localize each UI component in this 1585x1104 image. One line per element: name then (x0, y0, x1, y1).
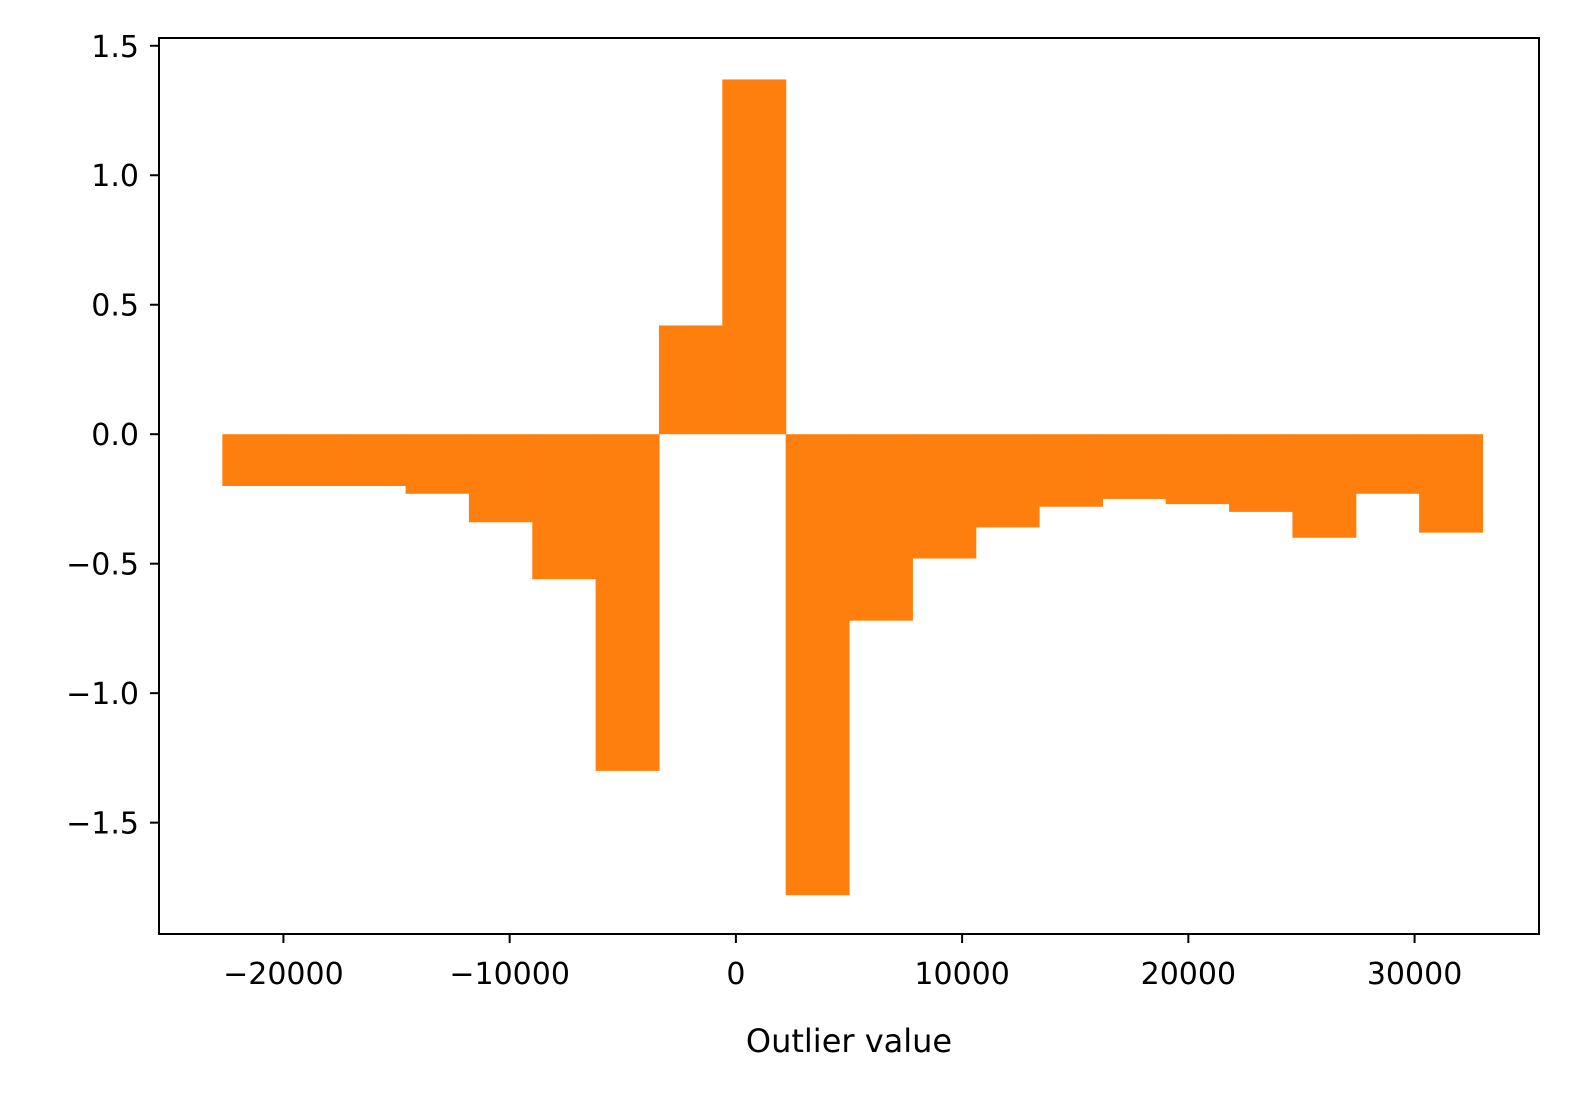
bar-11 (912, 434, 977, 559)
x-tick-label: 30000 (1367, 957, 1462, 992)
bar-12 (975, 434, 1040, 528)
y-tick-label: −0.5 (66, 548, 139, 583)
y-tick-label: 0.5 (91, 289, 139, 324)
x-axis: −20000 −10000 0 10000 20000 30000 (223, 934, 1462, 992)
bar-19 (1419, 434, 1484, 533)
bar-6 (595, 434, 660, 771)
x-tick-label: 20000 (1141, 957, 1236, 992)
x-tick-label: 0 (726, 957, 745, 992)
y-tick-label: −1.0 (66, 677, 139, 712)
bar-9 (785, 434, 850, 896)
x-tick-label: 10000 (914, 957, 1009, 992)
y-tick-label: −1.5 (66, 807, 139, 842)
x-axis-label: Outlier value (746, 1022, 952, 1060)
bar-2 (344, 434, 407, 486)
bar-15 (1165, 434, 1230, 505)
x-tick-label: −10000 (449, 957, 570, 992)
bar-1 (283, 434, 346, 486)
bar-3 (405, 434, 470, 494)
bar-14 (1102, 434, 1167, 499)
y-tick-label: 0.0 (91, 418, 139, 453)
bar-18 (1355, 434, 1420, 494)
bar-17 (1292, 434, 1357, 538)
bar-8 (722, 79, 787, 435)
bars-group (222, 79, 1484, 896)
plot-frame (158, 37, 1540, 935)
bar-13 (1039, 434, 1103, 507)
x-tick-label: −20000 (223, 957, 344, 992)
y-tick-label: 1.5 (91, 30, 139, 65)
bar-5 (532, 434, 597, 580)
bar-10 (849, 434, 913, 621)
bar-16 (1229, 434, 1294, 512)
y-tick-label: 1.0 (91, 159, 139, 194)
bar-0 (222, 434, 285, 486)
bar-7 (658, 325, 723, 435)
bar-4 (468, 434, 533, 523)
y-axis: 1.5 1.0 0.5 0.0 −0.5 −1.0 −1.5 (66, 30, 159, 842)
